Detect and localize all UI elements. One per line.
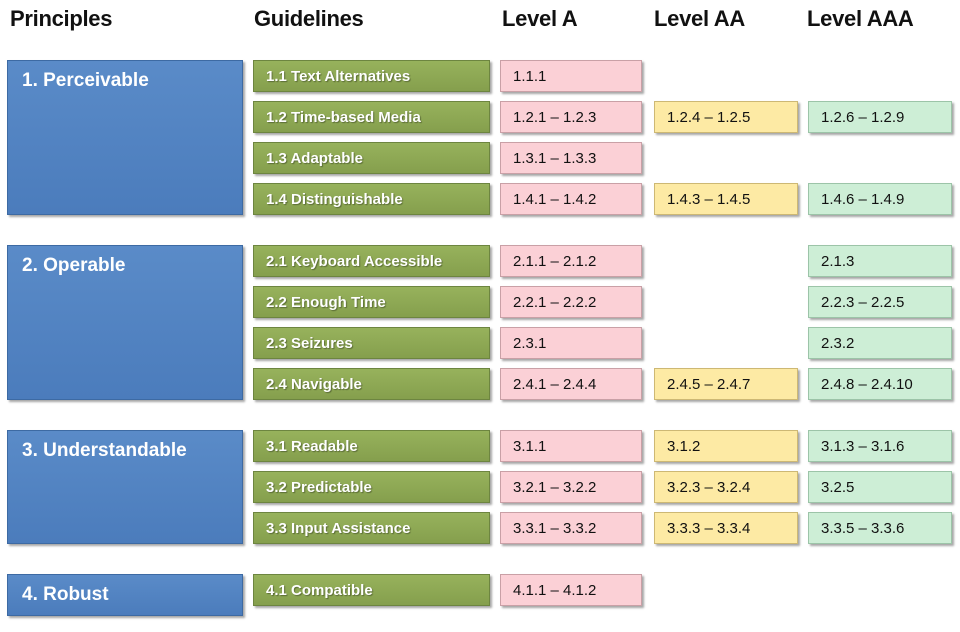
level-a-cell: 1.4.1 – 1.4.2 [500, 183, 642, 215]
level-aaa-cell: 1.4.6 – 1.4.9 [808, 183, 952, 215]
level-a-cell: 2.4.1 – 2.4.4 [500, 368, 642, 400]
level-a-cell: 2.1.1 – 2.1.2 [500, 245, 642, 277]
level-aaa-cell: 2.1.3 [808, 245, 952, 277]
level-aaa-cell: 3.2.5 [808, 471, 952, 503]
header-level-aaa: Level AAA [807, 6, 914, 31]
principle-operable: 2. Operable [7, 245, 243, 400]
level-a-cell: 2.3.1 [500, 327, 642, 359]
guideline-2-4: 2.4 Navigable [253, 368, 490, 400]
principle-perceivable: 1. Perceivable [7, 60, 243, 215]
level-aaa-cell: 3.3.5 – 3.3.6 [808, 512, 952, 544]
guideline-3-3: 3.3 Input Assistance [253, 512, 490, 544]
level-aa-cell: 2.4.5 – 2.4.7 [654, 368, 798, 400]
guideline-4-1: 4.1 Compatible [253, 574, 490, 606]
header-guidelines: Guidelines [254, 6, 364, 31]
level-aa-cell: 1.4.3 – 1.4.5 [654, 183, 798, 215]
principle-robust: 4. Robust [7, 574, 243, 616]
guideline-2-2: 2.2 Enough Time [253, 286, 490, 318]
level-a-cell: 3.1.1 [500, 430, 642, 462]
guideline-1-3: 1.3 Adaptable [253, 142, 490, 174]
guideline-1-2: 1.2 Time-based Media [253, 101, 490, 133]
level-aa-cell: 1.2.4 – 1.2.5 [654, 101, 798, 133]
level-aa-cell: 3.3.3 – 3.3.4 [654, 512, 798, 544]
level-aaa-cell: 2.2.3 – 2.2.5 [808, 286, 952, 318]
level-a-cell: 4.1.1 – 4.1.2 [500, 574, 642, 606]
header-principles: Principles [10, 6, 113, 31]
header-level-a: Level A [502, 6, 578, 31]
level-a-cell: 2.2.1 – 2.2.2 [500, 286, 642, 318]
header-level-aa: Level AA [654, 6, 745, 31]
guideline-2-3: 2.3 Seizures [253, 327, 490, 359]
level-aa-cell: 3.1.2 [654, 430, 798, 462]
level-a-cell: 3.2.1 – 3.2.2 [500, 471, 642, 503]
guideline-3-2: 3.2 Predictable [253, 471, 490, 503]
level-aaa-cell: 2.4.8 – 2.4.10 [808, 368, 952, 400]
level-a-cell: 1.1.1 [500, 60, 642, 92]
level-a-cell: 1.3.1 – 1.3.3 [500, 142, 642, 174]
guideline-2-1: 2.1 Keyboard Accessible [253, 245, 490, 277]
principle-understandable: 3. Understandable [7, 430, 243, 544]
guideline-1-1: 1.1 Text Alternatives [253, 60, 490, 92]
level-a-cell: 3.3.1 – 3.3.2 [500, 512, 642, 544]
level-aaa-cell: 3.1.3 – 3.1.6 [808, 430, 952, 462]
level-aaa-cell: 2.3.2 [808, 327, 952, 359]
level-a-cell: 1.2.1 – 1.2.3 [500, 101, 642, 133]
guideline-1-4: 1.4 Distinguishable [253, 183, 490, 215]
guideline-3-1: 3.1 Readable [253, 430, 490, 462]
level-aaa-cell: 1.2.6 – 1.2.9 [808, 101, 952, 133]
level-aa-cell: 3.2.3 – 3.2.4 [654, 471, 798, 503]
